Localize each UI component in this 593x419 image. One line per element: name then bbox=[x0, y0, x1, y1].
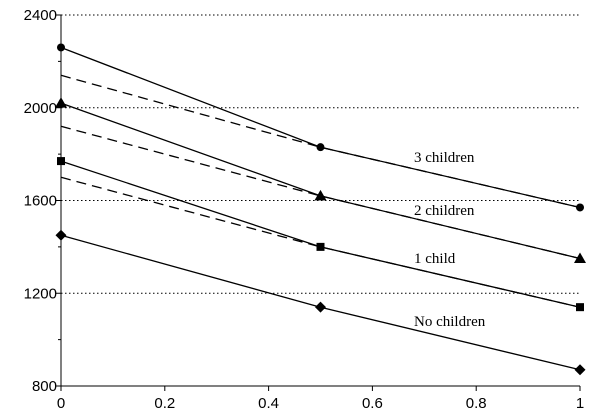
marker-2-children-2 bbox=[574, 252, 586, 263]
marker-3-children-0 bbox=[57, 43, 65, 52]
annotation-no-children: No children bbox=[414, 314, 486, 330]
x-tick-label-4: 0.8 bbox=[466, 395, 487, 412]
marker-3-children-1 bbox=[316, 143, 325, 152]
marker-no-children-0 bbox=[55, 229, 67, 241]
series-annotations: 3 children 2 children 1 child No childre… bbox=[414, 150, 486, 330]
y-tick-label-2: 1600 bbox=[24, 193, 57, 210]
gridlines bbox=[61, 14, 580, 294]
annotation-2-children: 2 children bbox=[414, 203, 475, 219]
x-tick-label-3: 0.6 bbox=[362, 395, 383, 412]
series-line-dashed-4 bbox=[60, 176, 581, 308]
marker-no-children-2 bbox=[574, 364, 586, 376]
x-tick-label-0: 0 bbox=[57, 395, 65, 412]
marker-1-child-0 bbox=[57, 157, 65, 166]
marker-1-child-2 bbox=[576, 303, 584, 312]
series-lines bbox=[60, 46, 581, 371]
marker-3-children-2 bbox=[576, 203, 584, 212]
marker-1-child-1 bbox=[316, 242, 325, 251]
annotation-1-child: 1 child bbox=[414, 251, 456, 267]
y-tick-label-1: 1200 bbox=[24, 285, 57, 302]
y-tick-label-4: 2400 bbox=[24, 7, 57, 24]
marker-no-children-1 bbox=[315, 301, 326, 313]
y-tick-label-0: 800 bbox=[32, 378, 57, 395]
marker-2-children-0 bbox=[55, 97, 67, 108]
marker-2-children-1 bbox=[314, 189, 327, 201]
x-tick-label-2: 0.4 bbox=[258, 395, 279, 412]
series-line-dashed-5 bbox=[60, 125, 581, 260]
axes bbox=[56, 14, 581, 391]
x-tick-label-1: 0.2 bbox=[154, 395, 175, 412]
annotation-3-children: 3 children bbox=[414, 150, 475, 166]
y-tick-label-3: 2000 bbox=[24, 100, 57, 117]
series-line-2-children bbox=[60, 102, 581, 260]
series-line-3-children bbox=[60, 46, 581, 209]
series-line-1-child bbox=[60, 160, 581, 308]
series-markers bbox=[55, 43, 586, 376]
x-tick-label-5: 1 bbox=[576, 395, 584, 412]
tick-labels: 800 1200 1600 2000 2400 0 0.2 0.4 0.6 0.8 1 bbox=[24, 7, 585, 412]
series-line-dashed-6 bbox=[60, 74, 581, 209]
